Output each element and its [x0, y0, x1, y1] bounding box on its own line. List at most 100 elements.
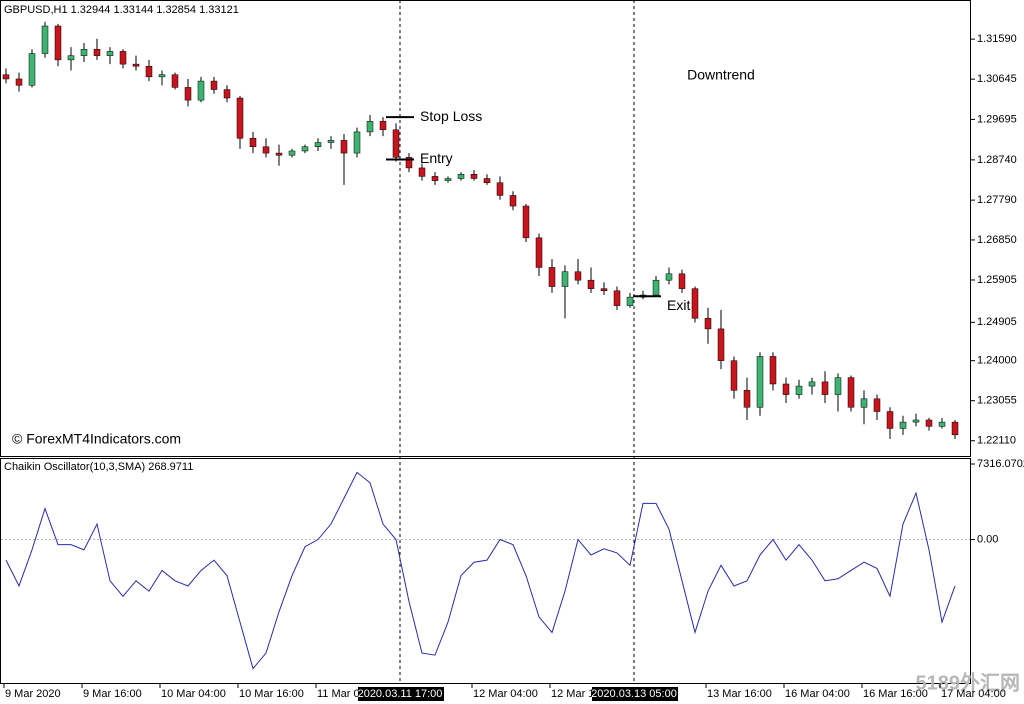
- x-tick-label: 10 Mar 16:00: [239, 688, 304, 700]
- level-label: Entry: [420, 150, 453, 166]
- candle-body: [353, 131, 361, 154]
- candle-body: [223, 89, 231, 99]
- candle-body: [249, 138, 257, 147]
- candle-body: [548, 267, 556, 287]
- header: GBPUSD,H1 1.32944 1.33144 1.32854 1.3312…: [4, 4, 239, 16]
- candle-body: [808, 381, 816, 387]
- candle-body: [496, 182, 504, 196]
- candle-body: [379, 121, 387, 131]
- candle-body: [951, 421, 959, 436]
- candle-body: [912, 419, 920, 423]
- candle-body: [561, 271, 569, 287]
- candle-body: [743, 390, 751, 408]
- candle-body: [197, 80, 205, 101]
- y-tick-label: 1.25905: [977, 274, 1017, 286]
- candle-body: [730, 360, 738, 391]
- candle-body: [665, 273, 673, 281]
- x-tick-label: 17 Mar 04:00: [941, 688, 1006, 700]
- candle-body: [41, 25, 49, 54]
- y-tick-label: 1.24905: [977, 316, 1017, 328]
- candle-body: [522, 205, 530, 239]
- candle-body: [262, 146, 270, 154]
- candle-body: [899, 421, 907, 429]
- candle-body: [756, 356, 764, 408]
- candle-body: [275, 152, 283, 156]
- candle-body: [600, 288, 608, 292]
- candle-body: [535, 237, 543, 268]
- candle-body: [418, 167, 426, 177]
- candle-body: [288, 150, 296, 156]
- candle-body: [509, 195, 517, 207]
- price-panel: [0, 0, 971, 457]
- candle-body: [67, 55, 75, 61]
- candle-body: [301, 146, 309, 152]
- y-tick-label: 1.26850: [977, 234, 1017, 246]
- candle-body: [587, 279, 595, 289]
- candle-body: [470, 174, 478, 179]
- candle-body: [847, 377, 855, 408]
- candle-body: [80, 49, 88, 56]
- candle-body: [145, 65, 153, 78]
- candle-body: [873, 398, 881, 412]
- candle-body: [769, 356, 777, 385]
- x-tick-label: 9 Mar 16:00: [83, 688, 142, 700]
- candle-body: [392, 129, 400, 158]
- candle-body: [860, 398, 868, 408]
- candle-body: [327, 140, 335, 143]
- candle-body: [704, 318, 712, 330]
- candle-body: [366, 121, 374, 133]
- y-tick-label: 1.28740: [977, 154, 1017, 166]
- marker-label: 2020.03.11 17:00: [358, 688, 443, 700]
- candle-body: [119, 51, 127, 65]
- candle-body: [2, 74, 10, 80]
- candle-body: [444, 178, 452, 181]
- candle-body: [782, 383, 790, 395]
- marker-box: [592, 687, 678, 701]
- watermark: © ForexMT4Indicators.com: [12, 431, 181, 447]
- candle-body: [691, 288, 699, 319]
- candle-body: [158, 74, 166, 78]
- candle-body: [925, 419, 933, 427]
- candle-body: [340, 140, 348, 154]
- candle-body: [132, 63, 140, 67]
- x-tick-label: 13 Mar 16:00: [707, 688, 772, 700]
- y-tick-label: 1.31590: [977, 33, 1017, 45]
- candle-body: [236, 97, 244, 139]
- oscillator-line: [5, 471, 956, 670]
- marker-label: 2020.03.13 05:00: [591, 688, 677, 700]
- candle-body: [15, 78, 23, 86]
- y-tick-label: 1.23055: [977, 395, 1017, 407]
- x-tick-label: 9 Mar 2020: [5, 688, 61, 700]
- y-tick-label: 1.30645: [977, 73, 1017, 85]
- y-tick-label: 1.27790: [977, 194, 1017, 206]
- level-label: Exit: [667, 297, 690, 313]
- site-badge: 5189外汇网: [916, 670, 1021, 694]
- candle-body: [613, 290, 621, 306]
- candle-body: [626, 296, 634, 306]
- candle-body: [184, 87, 192, 101]
- annotation: Downtrend: [687, 67, 755, 83]
- y-tick-label: 1.22110: [977, 435, 1016, 447]
- candle-body: [483, 178, 491, 183]
- candle-body: [821, 381, 829, 395]
- candle-body: [795, 385, 803, 395]
- y-tick-label: 1.24000: [977, 355, 1017, 367]
- oscillator-panel: [0, 458, 971, 684]
- x-tick-label: 16 Mar 16:00: [863, 688, 928, 700]
- candle-body: [93, 49, 101, 56]
- candle-body: [834, 377, 842, 395]
- candle-body: [457, 174, 465, 179]
- candle-body: [574, 271, 582, 281]
- x-tick-label: 12 Mar 04:00: [473, 688, 538, 700]
- y-tick-label: 1.29695: [977, 113, 1017, 125]
- candle-body: [314, 142, 322, 147]
- candle-body: [210, 80, 218, 90]
- x-tick-label: 10 Mar 04:00: [161, 688, 226, 700]
- x-tick-label: 16 Mar 04:00: [785, 688, 850, 700]
- candle-body: [171, 74, 179, 88]
- candle-body: [106, 51, 114, 56]
- y-tick-label: 0.00: [977, 533, 998, 545]
- candle-body: [938, 421, 946, 427]
